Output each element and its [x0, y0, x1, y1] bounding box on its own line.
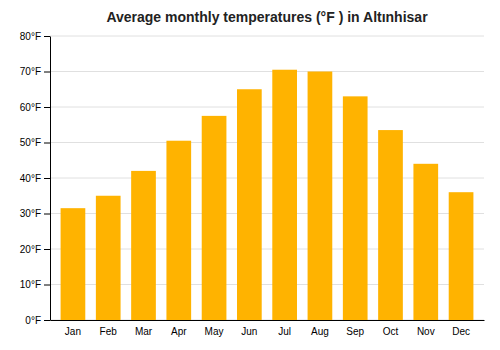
x-tick: Mar [135, 326, 153, 337]
x-tick: Dec [452, 326, 470, 337]
grid-line [50, 71, 484, 72]
x-tick-label: Dec [452, 326, 470, 337]
x-tick: Jul [278, 326, 291, 337]
y-tick: 80°F [20, 31, 50, 42]
y-tick-label: 40°F [20, 173, 41, 184]
bar [343, 96, 368, 320]
y-tick-label: 0°F [25, 315, 41, 326]
grid [50, 36, 484, 320]
y-axis-line [50, 37, 51, 321]
x-tick: Jun [241, 326, 257, 337]
y-axis: 0°F 10°F 20°F 30°F 40°F 50°F 60°F 70°F 80°F [20, 31, 51, 326]
x-tick: Feb [100, 326, 118, 337]
y-tick-label: 60°F [20, 102, 41, 113]
bar [272, 70, 297, 320]
x-axis-line [51, 320, 485, 321]
y-tick: 30°F [20, 208, 50, 219]
y-tick-mark [44, 285, 50, 286]
bar [166, 141, 191, 320]
x-tick: May [205, 326, 224, 337]
x-tick-label: Mar [135, 326, 153, 337]
bar [237, 89, 262, 320]
y-tick: 70°F [20, 66, 50, 77]
bar [413, 164, 438, 320]
x-tick-label: Jun [241, 326, 257, 337]
bar [308, 72, 333, 321]
y-tick-label: 10°F [20, 279, 41, 290]
y-tick: 10°F [20, 279, 50, 290]
y-tick-label: 20°F [20, 244, 41, 255]
y-tick-label: 70°F [20, 66, 41, 77]
x-tick-label: Nov [417, 326, 435, 337]
y-tick: 60°F [20, 102, 50, 113]
chart: Jan Feb Mar Apr May Jun Jul Aug Sep Oct Nov Dec 0°F 1… [0, 0, 500, 350]
bar [96, 196, 121, 320]
x-tick: Sep [346, 326, 364, 337]
grid-line [50, 107, 484, 108]
x-tick: Apr [171, 326, 187, 337]
y-tick: 40°F [20, 173, 50, 184]
y-tick: 20°F [20, 244, 50, 255]
y-tick-mark [44, 178, 50, 179]
bar [378, 130, 403, 320]
x-tick: Aug [311, 326, 329, 337]
y-tick-label: 50°F [20, 137, 41, 148]
y-tick-mark [44, 143, 50, 144]
y-tick-label: 30°F [20, 208, 41, 219]
plot: Jan Feb Mar Apr May Jun Jul Aug Sep Oct Nov Dec 0°F 1… [20, 31, 485, 337]
y-tick-mark [44, 36, 50, 37]
y-tick-mark [44, 107, 50, 108]
x-tick-label: May [205, 326, 224, 337]
x-tick: Jan [65, 326, 81, 337]
bar [449, 192, 474, 320]
title: Average monthly temperatures (°F ) in Al… [106, 9, 428, 25]
x-tick-label: Sep [346, 326, 364, 337]
bar [61, 208, 86, 320]
bar [131, 171, 156, 320]
bars [61, 70, 474, 320]
grid-line [50, 36, 484, 37]
x-tick-label: Aug [311, 326, 329, 337]
y-tick-mark [44, 320, 50, 321]
y-tick-mark [44, 72, 50, 73]
x-axis: Jan Feb Mar Apr May Jun Jul Aug Sep Oct Nov Dec [51, 321, 485, 338]
y-tick-mark [44, 214, 50, 215]
y-tick-mark [44, 249, 50, 250]
x-tick-label: Jul [278, 326, 291, 337]
y-tick: 0°F [25, 315, 50, 326]
x-tick-label: Oct [383, 326, 399, 337]
x-tick-label: Apr [171, 326, 187, 337]
x-tick: Nov [417, 326, 435, 337]
x-tick: Oct [383, 326, 399, 337]
x-tick-label: Feb [100, 326, 118, 337]
bar [202, 116, 227, 320]
y-tick-label: 80°F [20, 31, 41, 42]
y-tick: 50°F [20, 137, 50, 148]
x-tick-label: Jan [65, 326, 81, 337]
grid-line [50, 142, 484, 143]
